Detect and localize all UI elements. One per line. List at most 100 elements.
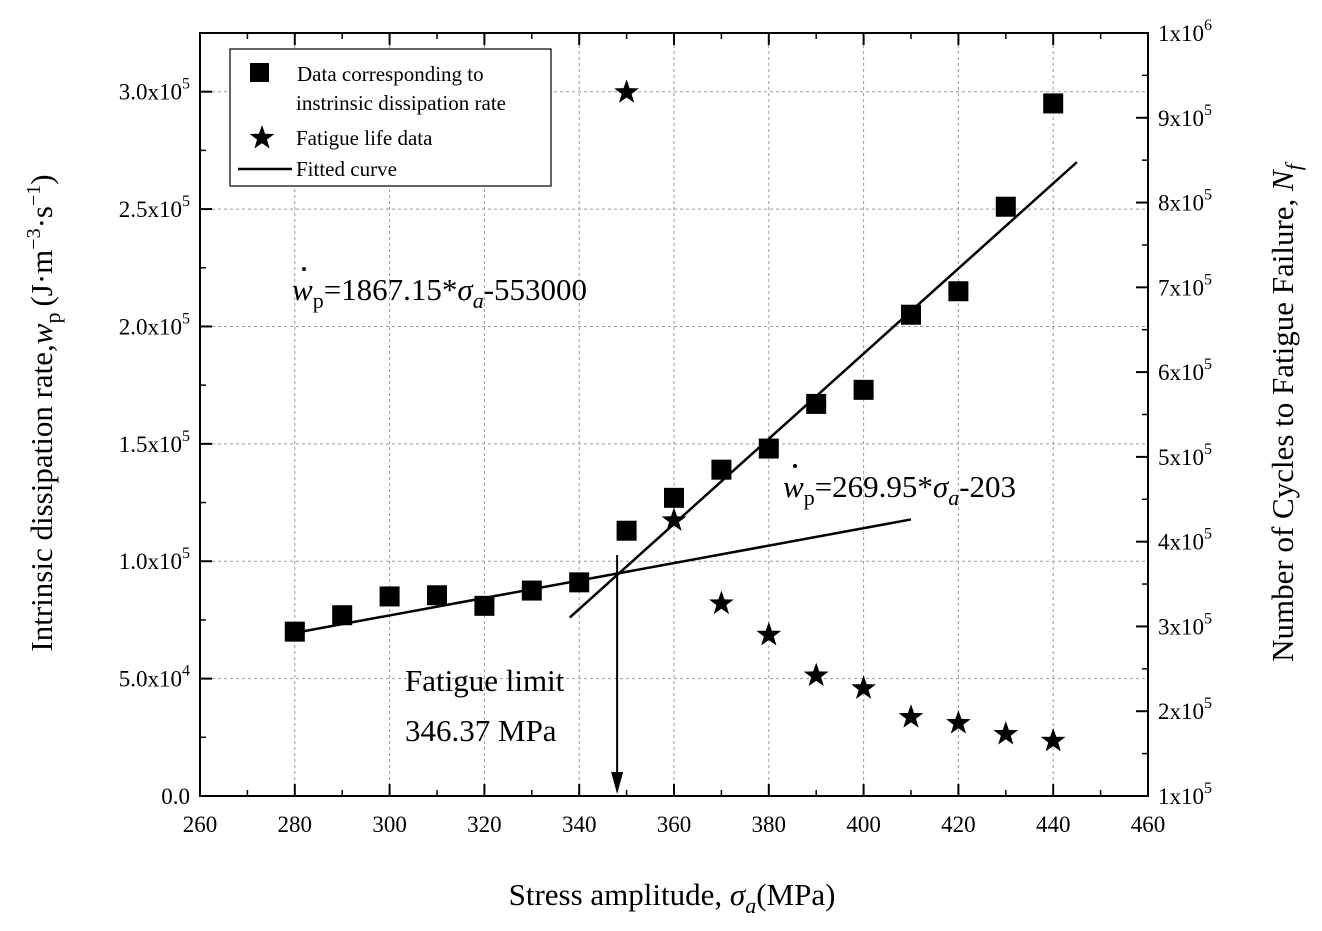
y-right-title-sub: f <box>1281 161 1306 170</box>
y-left-tick-label: 1.0x105 <box>119 545 190 574</box>
data-square-marker <box>806 393 827 414</box>
y-right-title-symbol: N <box>1265 168 1300 192</box>
y-left-title-unit: (J·m <box>24 250 59 307</box>
eq-low-sigma: σ <box>933 469 950 504</box>
x-tick-label: 460 <box>1131 812 1166 837</box>
equation-low: wp=269.95*σa-203 <box>783 464 1016 510</box>
data-square-marker <box>379 586 400 607</box>
fitted-lines <box>294 161 1078 635</box>
y-left-title-sub: p <box>40 313 65 324</box>
data-square-marker <box>284 621 305 642</box>
eq-low-text: =269.95* <box>815 469 933 504</box>
fatigue-limit-label: Fatigue limit <box>405 663 565 698</box>
y-right-tick-label: 3x105 <box>1158 610 1212 639</box>
y-right-tick-label: 2x105 <box>1158 695 1212 724</box>
fatigue-star-marker <box>803 662 829 687</box>
y-right-tick-label: 8x105 <box>1158 187 1212 216</box>
x-tick-label: 380 <box>752 812 787 837</box>
y-right-axis-title: Number of Cycles to Fatigue Failure, Nf <box>1265 161 1306 662</box>
x-axis-title-unit: (MPa) <box>756 877 835 912</box>
data-square-marker <box>995 196 1016 217</box>
legend: Data corresponding to instrinsic dissipa… <box>229 48 552 187</box>
legend-label-squares-1: Data corresponding to <box>297 62 484 86</box>
y-left-title-prefix: Intrinsic dissipation rate, <box>24 344 59 651</box>
x-tick-label: 300 <box>372 812 407 837</box>
x-axis-title-sub: a <box>745 893 756 918</box>
y-right-tick-label: 4x105 <box>1158 526 1212 555</box>
y-right-tick-label: 1x106 <box>1158 17 1212 46</box>
fatigue-star-marker <box>851 675 876 699</box>
fitted-curve-line <box>568 161 1078 619</box>
fatigue-star-marker <box>898 704 924 728</box>
x-axis-title: Stress amplitude, σa(MPa) <box>509 877 836 918</box>
y-right-tick-label: 7x105 <box>1158 271 1212 300</box>
y-right-title-prefix: Number of Cycles to Fatigue Failure, <box>1265 191 1300 662</box>
fatigue-star-marker <box>1040 727 1066 752</box>
data-square-marker <box>427 585 447 606</box>
x-axis-title-symbol: σ <box>730 877 747 912</box>
x-tick-label: 420 <box>941 812 976 837</box>
data-square-marker <box>711 459 732 480</box>
svg-text:Number of Cycles to Fatigue Fa: Number of Cycles to Fatigue Failure, Nf <box>1265 161 1306 662</box>
x-tick-label: 260 <box>183 812 218 837</box>
x-axis-title-text: Stress amplitude, <box>509 877 730 912</box>
x-tick-label: 400 <box>846 812 881 837</box>
equation-high: wp=1867.15*σa-553000 <box>292 267 587 313</box>
y-left-tick-label: 2.5x105 <box>119 193 190 222</box>
fatigue-star-marker <box>709 590 734 615</box>
fatigue-star-marker <box>993 721 1019 745</box>
y-right-tick-label: 1x105 <box>1158 780 1212 809</box>
y-left-tick-label: 1.5x105 <box>119 428 190 457</box>
eq-low-sub: p <box>804 485 815 510</box>
eq-high-sigma: σ <box>457 272 474 307</box>
legend-box <box>229 48 552 187</box>
svg-text:wp=269.95*σa-203: wp=269.95*σa-203 <box>783 469 1016 510</box>
legend-star-marker <box>249 125 275 149</box>
data-square-marker <box>853 379 874 400</box>
fitted-curve-line <box>294 518 912 635</box>
eq-low-dot <box>793 464 797 468</box>
x-tick-label: 440 <box>1036 812 1071 837</box>
data-square-marker <box>332 605 353 626</box>
fatigue-limit-value: 346.37 MPa <box>405 713 557 748</box>
data-square-marker <box>758 438 779 459</box>
plot-frame <box>199 32 1149 797</box>
svg-text:Intrinsic dissipation rate,wp(: Intrinsic dissipation rate,wp (J·m−3·s−1) <box>23 174 65 651</box>
y-left-title-close: ) <box>24 174 59 184</box>
data-square-marker <box>901 304 921 325</box>
eq-high-sigma-sub: a <box>473 288 484 313</box>
eq-high-dot <box>302 267 306 271</box>
y-left-tick-label: 2.0x105 <box>119 310 190 339</box>
eq-high-sub: p <box>313 288 324 313</box>
data-square-marker <box>1043 93 1064 114</box>
eq-high-symbol: w <box>292 272 313 307</box>
data-square-marker <box>664 487 684 508</box>
y-left-title-mid: ·s <box>24 206 59 228</box>
y-left-title-exp2: −1 <box>23 185 45 206</box>
y-right-tick-label: 5x105 <box>1158 441 1212 470</box>
eq-high-text: =1867.15* <box>324 272 458 307</box>
data-square-marker <box>474 595 495 616</box>
fatigue-star-marker <box>614 79 639 103</box>
y-left-axis-title: Intrinsic dissipation rate,wp (J·m−3·s−1) <box>23 174 65 651</box>
data-markers <box>284 79 1066 752</box>
fatigue-star-marker <box>661 507 687 531</box>
x-tick-label: 280 <box>278 812 313 837</box>
legend-label-stars: Fatigue life data <box>296 126 433 150</box>
svg-text:wp=1867.15*σa-553000: wp=1867.15*σa-553000 <box>292 272 587 313</box>
eq-low-symbol: w <box>783 469 804 504</box>
y-right-tick-label: 6x105 <box>1158 356 1212 385</box>
x-tick-label: 360 <box>657 812 692 837</box>
legend-label-fitted: Fitted curve <box>296 157 397 181</box>
eq-low-tail: -203 <box>959 469 1016 504</box>
fatigue-limit-arrow-head <box>611 772 624 794</box>
eq-high-tail: -553000 <box>484 272 587 307</box>
data-square-marker <box>569 572 590 593</box>
y-left-title-exp1: −3 <box>23 228 45 249</box>
y-left-title-symbol: w <box>24 323 59 344</box>
data-square-marker <box>616 520 637 541</box>
y-right-tick-label: 9x105 <box>1158 102 1212 131</box>
x-tick-label: 320 <box>467 812 502 837</box>
eq-low-sigma-sub: a <box>948 485 959 510</box>
